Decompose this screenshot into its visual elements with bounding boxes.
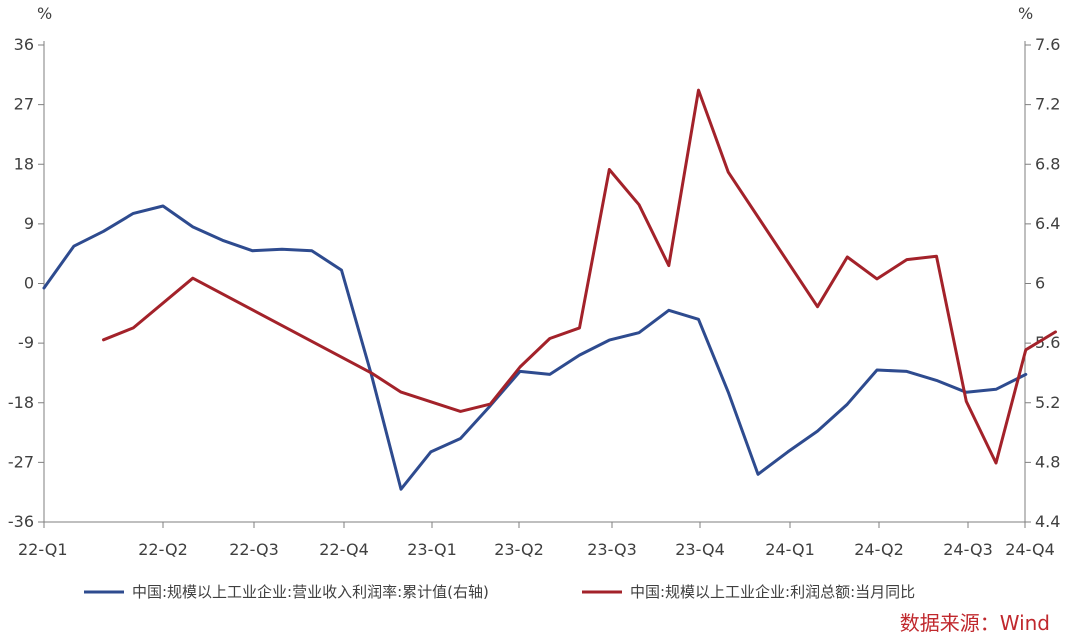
x-axis-tick-label: 23-Q4 [675,540,725,559]
data-point-revenue-margin [548,373,551,376]
data-point-revenue-margin [43,287,46,290]
right-axis-tick-label: 4.4 [1035,512,1060,531]
data-point-profit-yoy [995,462,998,465]
right-axis-tick-label: 7.2 [1035,95,1060,114]
data-point-revenue-margin [816,430,819,433]
left-axis-tick-label: 36 [14,35,34,54]
data-point-revenue-margin [72,245,75,248]
data-point-profit-yoy [191,277,194,280]
data-point-revenue-margin [132,212,135,215]
x-axis-tick-label: 22-Q1 [18,540,68,559]
data-point-profit-yoy [489,403,492,406]
data-point-profit-yoy [548,337,551,340]
data-point-revenue-margin [638,331,641,334]
x-axis-tick-label: 24-Q3 [943,540,993,559]
data-point-profit-yoy [132,326,135,329]
data-point-profit-yoy [697,89,700,92]
source-label: 数据来源：Wind [900,611,1050,635]
left-axis-tick-label: 18 [14,154,34,173]
data-point-profit-yoy [459,410,462,413]
data-point-profit-yoy [578,326,581,329]
left-axis-tick-label: 0 [24,274,34,293]
data-point-revenue-margin [876,369,879,372]
right-axis-tick-label: 6 [1035,274,1045,293]
right-axis-tick-label: 6.8 [1035,154,1060,173]
right-axis-unit: % [1018,4,1033,23]
x-axis-tick-label: 24-Q4 [1005,540,1055,559]
data-point-revenue-margin [221,239,224,242]
data-point-profit-yoy [846,256,849,259]
data-point-revenue-margin [400,488,403,491]
data-point-revenue-margin [905,370,908,373]
data-point-revenue-margin [459,437,462,440]
data-point-profit-yoy [727,171,730,174]
data-point-revenue-margin [191,225,194,228]
data-point-revenue-margin [340,269,343,272]
data-point-revenue-margin [995,388,998,391]
legend-label: 中国:规模以上工业企业:营业收入利润率:累计值(右轴) [132,583,489,601]
right-axis-tick-label: 4.8 [1035,452,1060,471]
data-point-profit-yoy [370,371,373,374]
right-axis-tick-label: 7.6 [1035,35,1060,54]
left-axis-tick-label: 27 [14,95,34,114]
data-point-revenue-margin [281,248,284,251]
data-point-revenue-margin [608,339,611,342]
left-axis-tick-label: -27 [8,452,34,471]
legend-label: 中国:规模以上工业企业:利润总额:当月同比 [630,583,915,601]
x-axis-tick-label: 23-Q3 [587,540,637,559]
data-point-revenue-margin [935,379,938,382]
data-point-revenue-margin [310,249,313,252]
series-line-profit-yoy [104,90,1056,463]
x-axis-tick-label: 24-Q1 [765,540,815,559]
data-point-revenue-margin [429,450,432,453]
x-axis-tick-label: 24-Q2 [854,540,904,559]
right-axis-tick-label: 6.4 [1035,214,1060,233]
data-point-profit-yoy [102,338,105,341]
data-point-revenue-margin [102,230,105,233]
data-point-profit-yoy [519,366,522,369]
data-point-revenue-margin [757,473,760,476]
right-axis-tick-label: 5.2 [1035,393,1060,412]
left-axis-tick-label: -36 [8,512,34,531]
data-point-profit-yoy [965,400,968,403]
x-axis-tick-label: 23-Q2 [494,540,544,559]
data-point-profit-yoy [816,305,819,308]
x-axis-tick-label: 22-Q4 [319,540,369,559]
data-point-revenue-margin [162,205,165,208]
left-axis-tick-label: -9 [18,333,34,352]
data-point-profit-yoy [638,203,641,206]
data-point-revenue-margin [578,354,581,357]
data-point-revenue-margin [667,309,670,312]
data-point-revenue-margin [1024,373,1027,376]
data-point-revenue-margin [697,318,700,321]
x-axis-tick-label: 23-Q1 [407,540,457,559]
data-point-profit-yoy [400,391,403,394]
data-point-profit-yoy [876,277,879,280]
data-point-profit-yoy [608,168,611,171]
data-point-revenue-margin [846,403,849,406]
data-point-profit-yoy [935,255,938,258]
series-line-revenue-margin [44,206,1026,489]
left-axis-tick-label: -18 [8,393,34,412]
data-point-revenue-margin [727,391,730,394]
x-axis-tick-label: 22-Q3 [229,540,279,559]
left-axis-tick-label: 9 [24,214,34,233]
data-point-profit-yoy [1024,348,1027,351]
left-axis-unit: % [37,4,52,23]
x-axis-tick-label: 22-Q2 [138,540,188,559]
data-point-revenue-margin [786,450,789,453]
data-point-profit-yoy [1054,330,1057,333]
data-point-profit-yoy [667,264,670,267]
data-point-profit-yoy [905,258,908,261]
data-point-revenue-margin [251,249,254,252]
